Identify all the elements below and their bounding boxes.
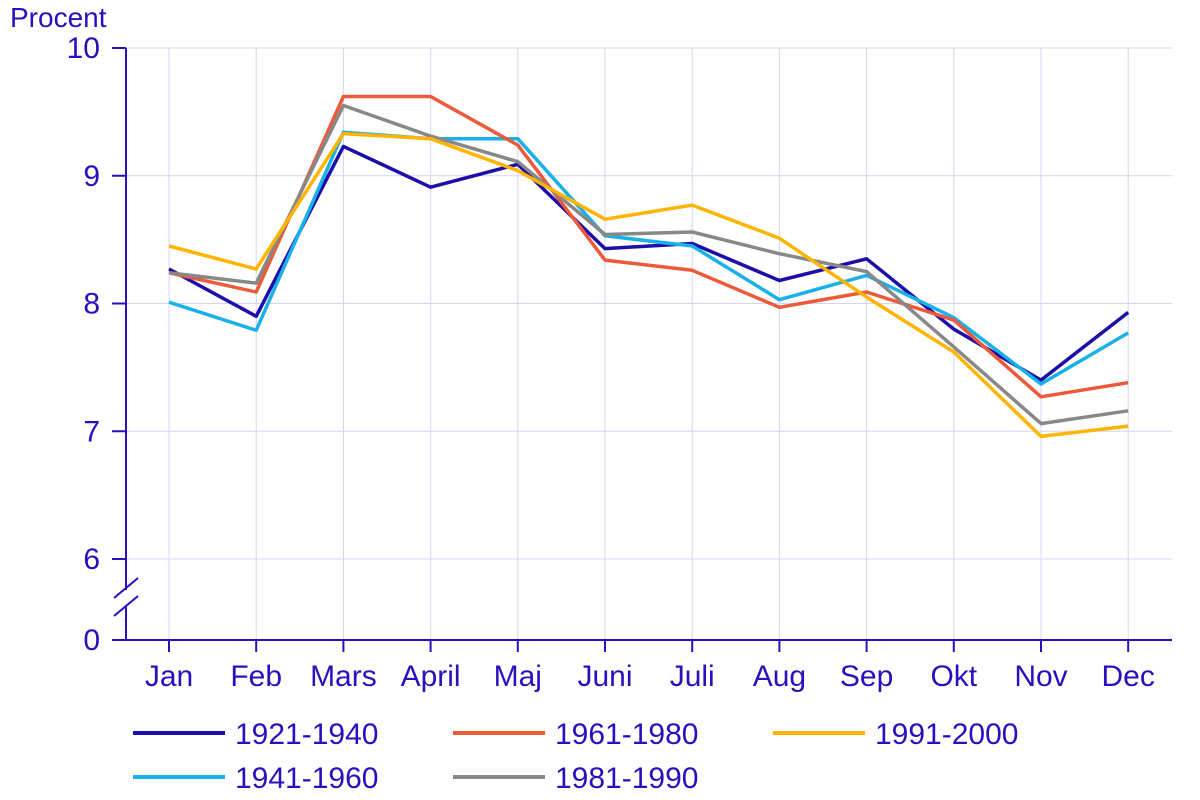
series-line xyxy=(168,144,1130,382)
axis-break-mark xyxy=(113,577,139,599)
series-line xyxy=(168,130,1130,386)
y-tick-label: 9 xyxy=(83,160,100,193)
y-tick-label: 10 xyxy=(67,32,100,65)
axis-break-mark xyxy=(113,595,139,617)
x-axis-ticks: Jan Feb Mars April Maj Juni Juli Aug Sep Okt Nov De… xyxy=(145,640,1155,693)
y-tick-label: 7 xyxy=(83,415,100,448)
y-tick-label: 6 xyxy=(83,543,100,576)
x-tick-label: Juli xyxy=(670,660,715,693)
legend-label: 1941-1960 xyxy=(235,762,378,795)
series-line xyxy=(168,94,1129,399)
axes xyxy=(113,48,1172,641)
legend-label: 1991-2000 xyxy=(875,718,1018,751)
legend-label: 1961-1980 xyxy=(555,718,698,751)
grid xyxy=(126,47,1172,640)
x-tick-label: Dec xyxy=(1102,660,1155,693)
y-axis-label: Procent xyxy=(10,2,107,33)
x-tick-label: Nov xyxy=(1014,660,1067,693)
x-tick-label: Aug xyxy=(753,660,806,693)
series-lines xyxy=(168,94,1130,439)
legend-label: 1921-1940 xyxy=(235,718,378,751)
x-tick-label: Sep xyxy=(840,660,893,693)
y-tick-label: 8 xyxy=(83,288,100,321)
x-tick-label: Feb xyxy=(230,660,282,693)
x-tick-label: Jan xyxy=(145,660,193,693)
x-tick-label: Maj xyxy=(494,660,542,693)
legend-label: 1981-1990 xyxy=(555,762,698,795)
series-line xyxy=(168,103,1129,426)
series-line xyxy=(168,131,1129,439)
x-tick-label: Juni xyxy=(577,660,632,693)
y-axis-ticks: 10 9 8 7 6 0 xyxy=(67,32,126,657)
legend: 1921-1940 1941-1960 1961-1980 1981-1990 1991… xyxy=(133,718,1018,795)
x-tick-label: Mars xyxy=(310,660,377,693)
x-tick-label: April xyxy=(401,660,461,693)
y-tick-label: 0 xyxy=(83,624,100,657)
x-tick-label: Okt xyxy=(930,660,977,693)
